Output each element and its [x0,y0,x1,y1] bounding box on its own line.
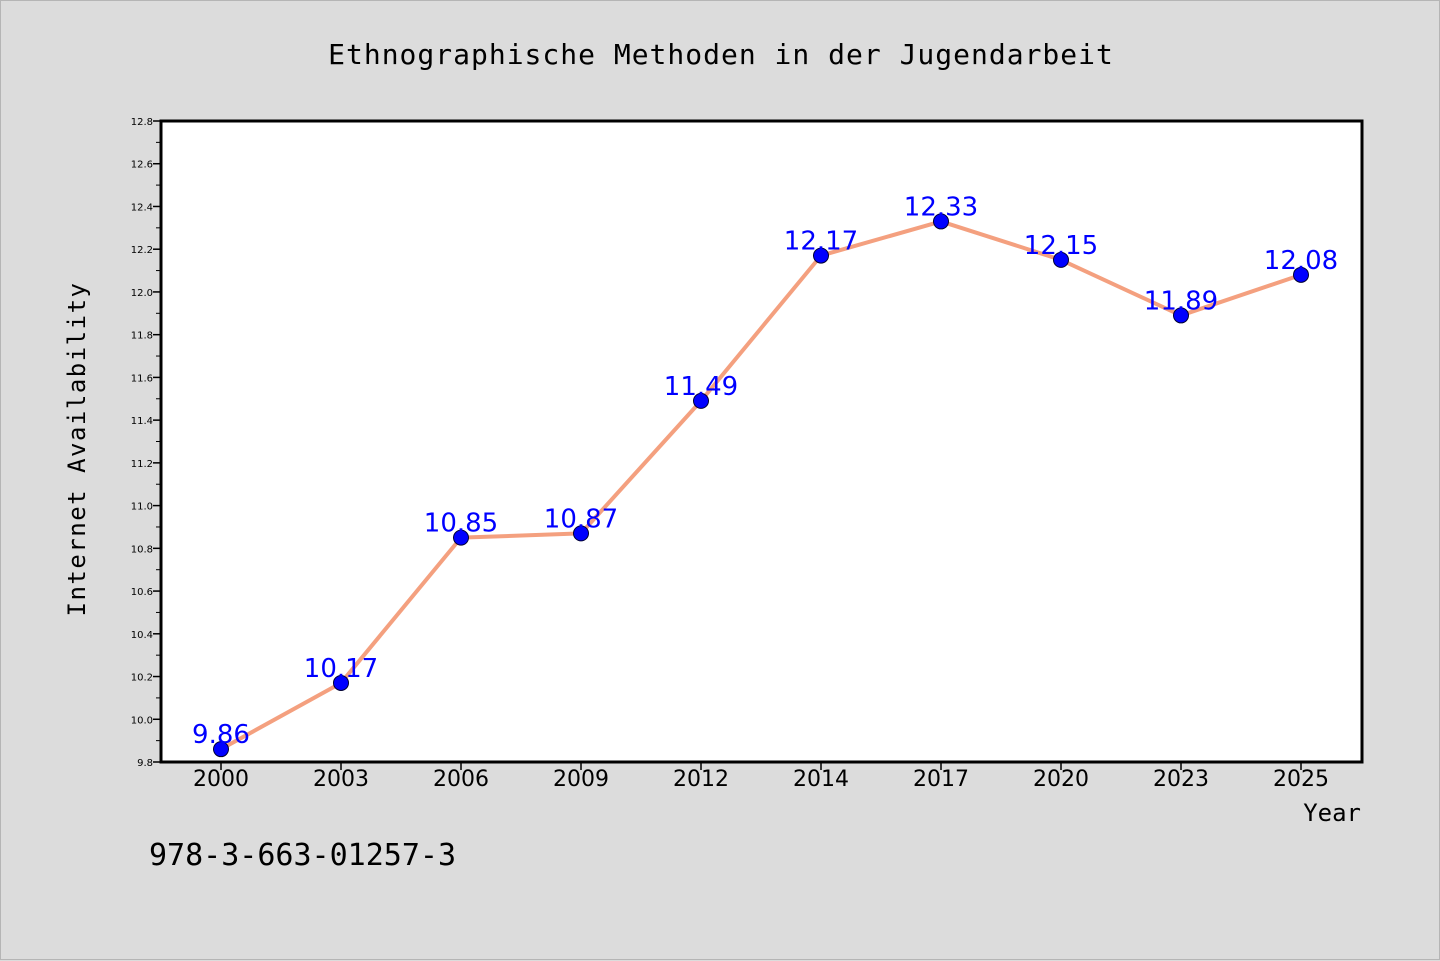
data-point [1053,251,1069,268]
data-label: 10.17 [304,654,378,684]
chart-title: Ethnographische Methoden in der Jugendar… [328,38,1114,71]
x-tick-label: 2025 [1273,767,1329,792]
data-point [213,741,229,758]
y-tick-label: 9.8 [137,758,153,769]
y-axis: 9.8 10.0 10.2 10.4 10.6 10.8 11.0 11.2 11.4 11.6 1… [131,117,161,769]
y-tick-label: 10.6 [131,587,153,598]
y-tick-label: 11.2 [131,459,153,470]
x-axis-label: Year [1303,799,1361,827]
y-tick-label: 10.2 [131,673,153,684]
data-label: 10.85 [424,509,498,539]
y-tick-label: 12.4 [131,202,153,213]
y-tick-label: 12.8 [131,117,153,128]
x-tick-label: 2003 [313,767,369,792]
x-tick-label: 2017 [913,767,969,792]
y-tick-label: 12.6 [131,160,153,171]
y-tick-label: 11.8 [131,331,153,342]
y-tick-label: 11.0 [131,502,153,513]
data-point [453,529,469,546]
x-tick-label: 2023 [1153,767,1209,792]
data-label: 12.08 [1264,246,1338,276]
data-point [573,525,589,542]
data-label: 9.86 [192,720,250,750]
y-tick-label: 10.8 [131,544,153,555]
y-tick-label: 12.2 [131,245,153,256]
y-tick-label: 12.0 [131,288,153,299]
data-point [933,213,949,230]
plot-area [159,119,1364,764]
data-point [813,247,829,264]
x-tick-label: 2020 [1033,767,1089,792]
y-tick-label: 10.4 [131,630,153,641]
data-label: 12.33 [904,192,978,222]
data-labels: 9.86 10.17 10.85 10.87 11.49 12.17 12.33 12.15 1… [192,192,1338,750]
data-label: 12.17 [784,227,858,257]
data-point [1293,266,1309,283]
y-tick-label: 11.4 [131,416,153,427]
x-tick-label: 2000 [193,767,249,792]
data-label: 12.15 [1024,231,1098,261]
data-label: 10.87 [544,504,618,534]
series-layer [213,213,1309,758]
x-tick-label: 2012 [673,767,729,792]
series-line [219,219,1303,752]
y-tick-label: 11.6 [131,373,153,384]
x-tick-label: 2014 [793,767,849,792]
isbn-text: 978-3-663-01257-3 [149,838,456,873]
data-point [1173,307,1189,324]
x-tick-label: 2009 [553,767,609,792]
data-point [333,674,349,691]
data-label: 11.89 [1144,286,1218,316]
y-axis-label: Internet Availability [63,282,91,617]
data-label: 11.49 [664,372,738,402]
y-tick-label: 10.0 [131,715,153,726]
x-axis: 2000 2003 2006 2009 2012 2014 2017 2020 2023 2025 [193,762,1329,792]
data-point [693,392,709,409]
x-tick-label: 2006 [433,767,489,792]
